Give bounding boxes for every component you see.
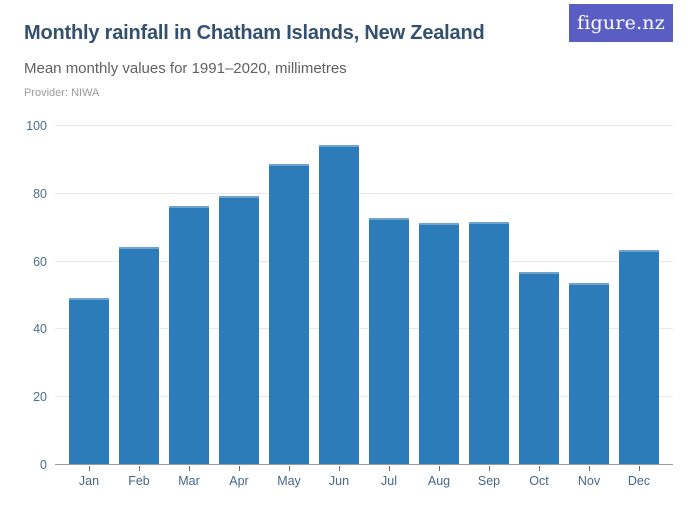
gridline <box>55 396 673 398</box>
x-axis-label-apr: Apr <box>229 474 249 488</box>
y-axis-label: 20 <box>33 390 47 405</box>
bar-may[interactable] <box>269 164 309 464</box>
x-axis-label-dec: Dec <box>627 474 651 488</box>
plot-area <box>55 125 673 465</box>
x-tick-slot <box>269 466 309 471</box>
x-tick-slot <box>319 466 359 471</box>
figure-nz-logo-text: figure.nz <box>577 12 665 34</box>
x-tick <box>88 466 90 471</box>
y-axis: 0 20 40 60 80 100 <box>0 119 47 472</box>
x-axis-ticks <box>55 466 673 471</box>
x-tick-slot <box>569 466 609 471</box>
y-axis-label: 0 <box>40 458 47 472</box>
x-tick-slot <box>369 466 409 471</box>
x-axis-label-feb: Feb <box>128 474 150 488</box>
provider-credit: Provider: NIWA <box>24 87 100 99</box>
chart-subtitle: Mean monthly values for 1991–2020, milli… <box>24 60 347 77</box>
x-tick <box>338 466 340 471</box>
x-tick <box>438 466 440 471</box>
x-axis-label-mar: Mar <box>178 474 200 488</box>
x-tick <box>488 466 490 471</box>
bar-mar[interactable] <box>169 206 209 464</box>
gridline <box>55 328 673 330</box>
y-axis-label: 60 <box>33 254 47 269</box>
y-axis-label: 40 <box>33 322 47 337</box>
y-axis-label: 100 <box>26 119 47 133</box>
bar-apr[interactable] <box>219 196 259 464</box>
y-axis-label: 80 <box>33 186 47 201</box>
x-tick <box>288 466 290 471</box>
bar-series <box>55 126 673 464</box>
gridline <box>55 125 673 126</box>
x-axis-label-jul: Jul <box>381 474 397 488</box>
bar-jan[interactable] <box>69 297 109 464</box>
bar-dec[interactable] <box>619 250 659 464</box>
x-tick-slot <box>419 466 459 471</box>
x-tick-slot <box>169 466 209 471</box>
x-tick-slot <box>69 466 109 471</box>
x-tick <box>188 466 190 471</box>
x-axis-label-aug: Aug <box>427 474 451 488</box>
x-tick-slot <box>469 466 509 471</box>
page-title: Monthly rainfall in Chatham Islands, New… <box>24 22 485 44</box>
x-tick-slot <box>219 466 259 471</box>
x-axis-labels: Jan Feb Mar Apr May Jun Jul Aug Sep Oct Nov Dec <box>55 474 673 488</box>
x-tick <box>538 466 540 471</box>
bar-feb[interactable] <box>119 247 159 464</box>
bar-oct[interactable] <box>519 272 559 464</box>
x-tick-slot <box>519 466 559 471</box>
x-tick <box>588 466 590 471</box>
bar-jul[interactable] <box>369 218 409 464</box>
gridline <box>55 260 673 262</box>
x-tick <box>138 466 140 471</box>
x-tick-slot <box>619 466 659 471</box>
x-axis-label-jun: Jun <box>328 474 350 488</box>
x-tick <box>238 466 240 471</box>
x-tick-slot <box>119 466 159 471</box>
x-axis-label-sep: Sep <box>477 474 501 488</box>
x-axis-label-nov: Nov <box>577 474 601 488</box>
x-axis-label-jan: Jan <box>78 474 100 488</box>
gridline <box>55 192 673 194</box>
x-tick <box>388 466 390 471</box>
figure-nz-logo[interactable]: figure.nz <box>569 4 673 42</box>
x-tick <box>638 466 640 471</box>
bar-nov[interactable] <box>569 282 609 464</box>
bar-jun[interactable] <box>319 145 359 464</box>
bar-sep[interactable] <box>469 221 509 464</box>
x-axis-label-oct: Oct <box>529 474 549 488</box>
bar-aug[interactable] <box>419 223 459 464</box>
x-axis-label-may: May <box>277 474 301 488</box>
